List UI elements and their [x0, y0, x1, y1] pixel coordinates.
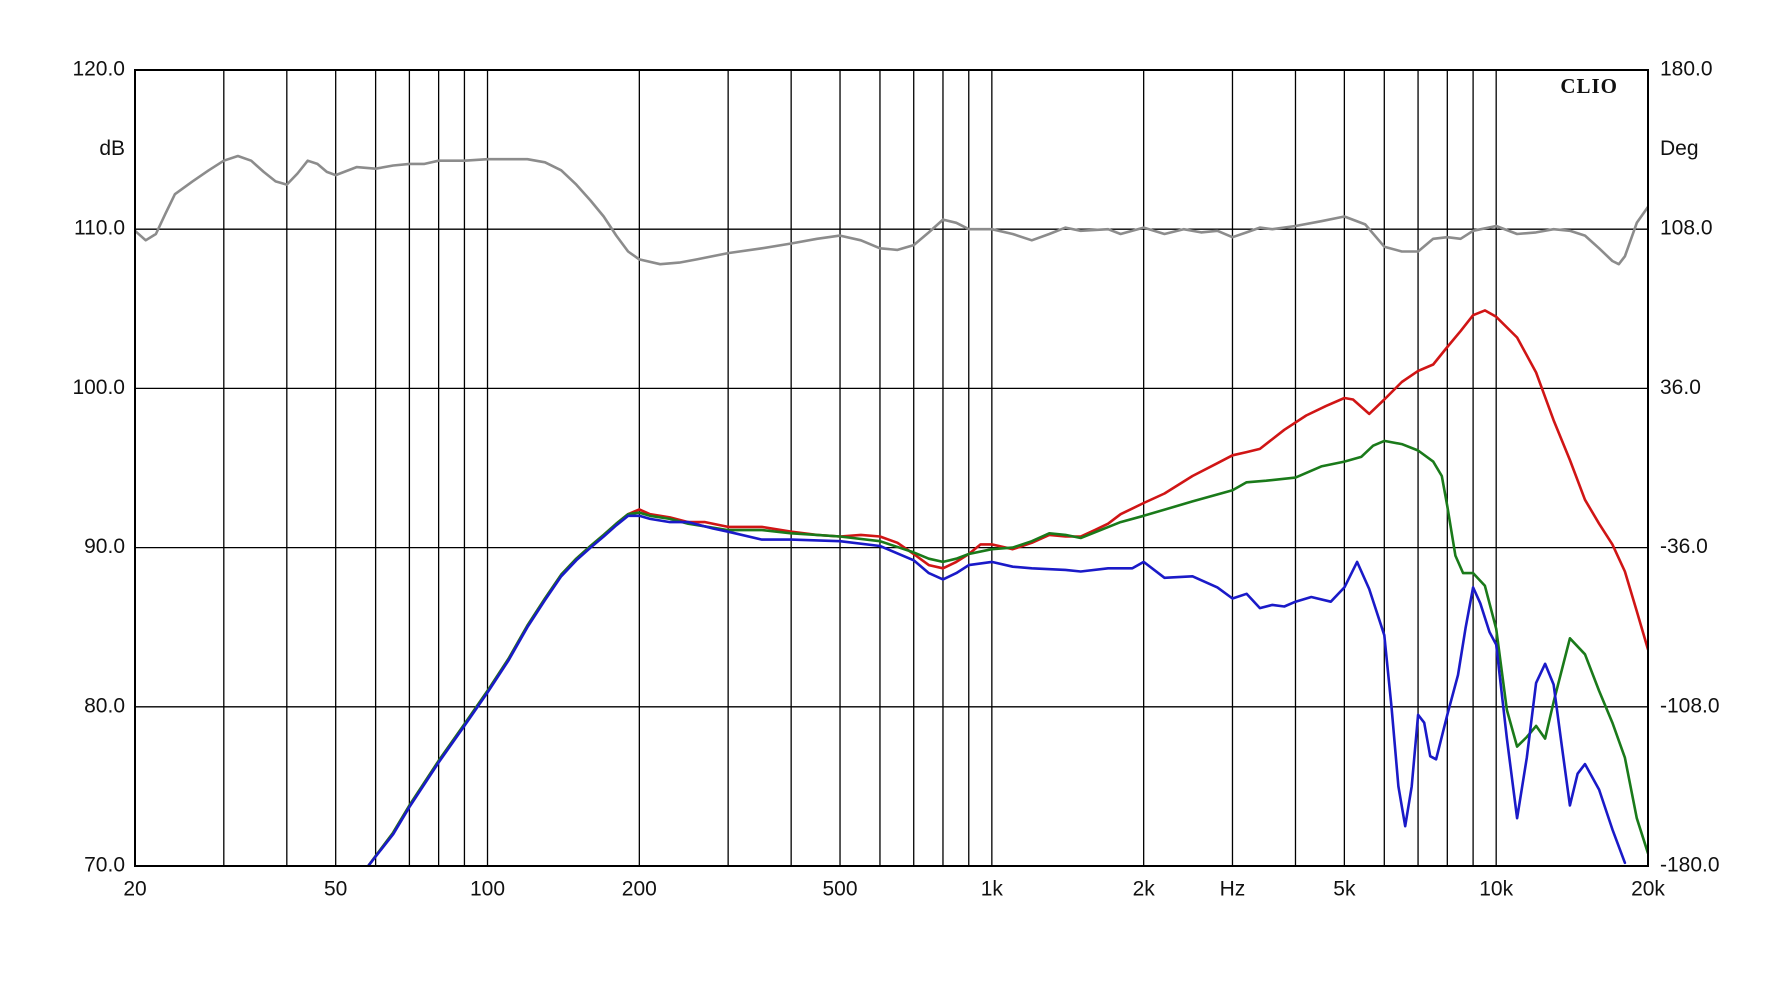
- x-tick-label-9: 20k: [1631, 878, 1665, 901]
- y2-tick-label-5: 180.0: [1660, 58, 1713, 81]
- x-tick-label-6: 2k: [1133, 878, 1156, 901]
- x-axis-label: Hz: [1220, 878, 1246, 901]
- series-lines: [135, 154, 1648, 866]
- x-tick-label-7: 5k: [1333, 878, 1356, 901]
- y2-tick-label-2: -36.0: [1660, 535, 1708, 558]
- x-tick-label-3: 200: [622, 878, 657, 901]
- tick-labels: 70.0 80.0 90.0 100.0 110.0 120.0 -180.0 -108.0 -…: [72, 58, 1719, 901]
- y-tick-label-2: 90.0: [84, 535, 125, 558]
- y2-tick-label-3: 36.0: [1660, 376, 1701, 399]
- y-tick-label-1: 80.0: [84, 694, 125, 717]
- y-tick-label-0: 70.0: [84, 854, 125, 877]
- y2-tick-label-4: 108.0: [1660, 217, 1713, 240]
- series-line-3: [366, 514, 1627, 866]
- x-tick-label-2: 100: [470, 878, 505, 901]
- y-tick-label-4: 110.0: [74, 217, 125, 240]
- x-tick-label-5: 1k: [981, 878, 1004, 901]
- y-tick-label-5: 120.0: [72, 58, 125, 81]
- y-axis-label: dB: [99, 137, 125, 160]
- x-tick-label-0: 20: [123, 878, 146, 901]
- y-tick-label-3: 100.0: [72, 376, 125, 399]
- y2-axis-label: Deg: [1660, 137, 1699, 160]
- series-line-0: [135, 154, 1648, 266]
- plot-frame: [134, 69, 1649, 867]
- clio-brand-label: CLIO: [1560, 74, 1618, 98]
- y2-tick-label-0: -180.0: [1660, 854, 1720, 877]
- y2-tick-label-1: -108.0: [1660, 694, 1720, 717]
- x-tick-label-1: 50: [324, 878, 347, 901]
- x-tick-label-8: 10k: [1479, 878, 1513, 901]
- x-tick-label-4: 500: [823, 878, 858, 901]
